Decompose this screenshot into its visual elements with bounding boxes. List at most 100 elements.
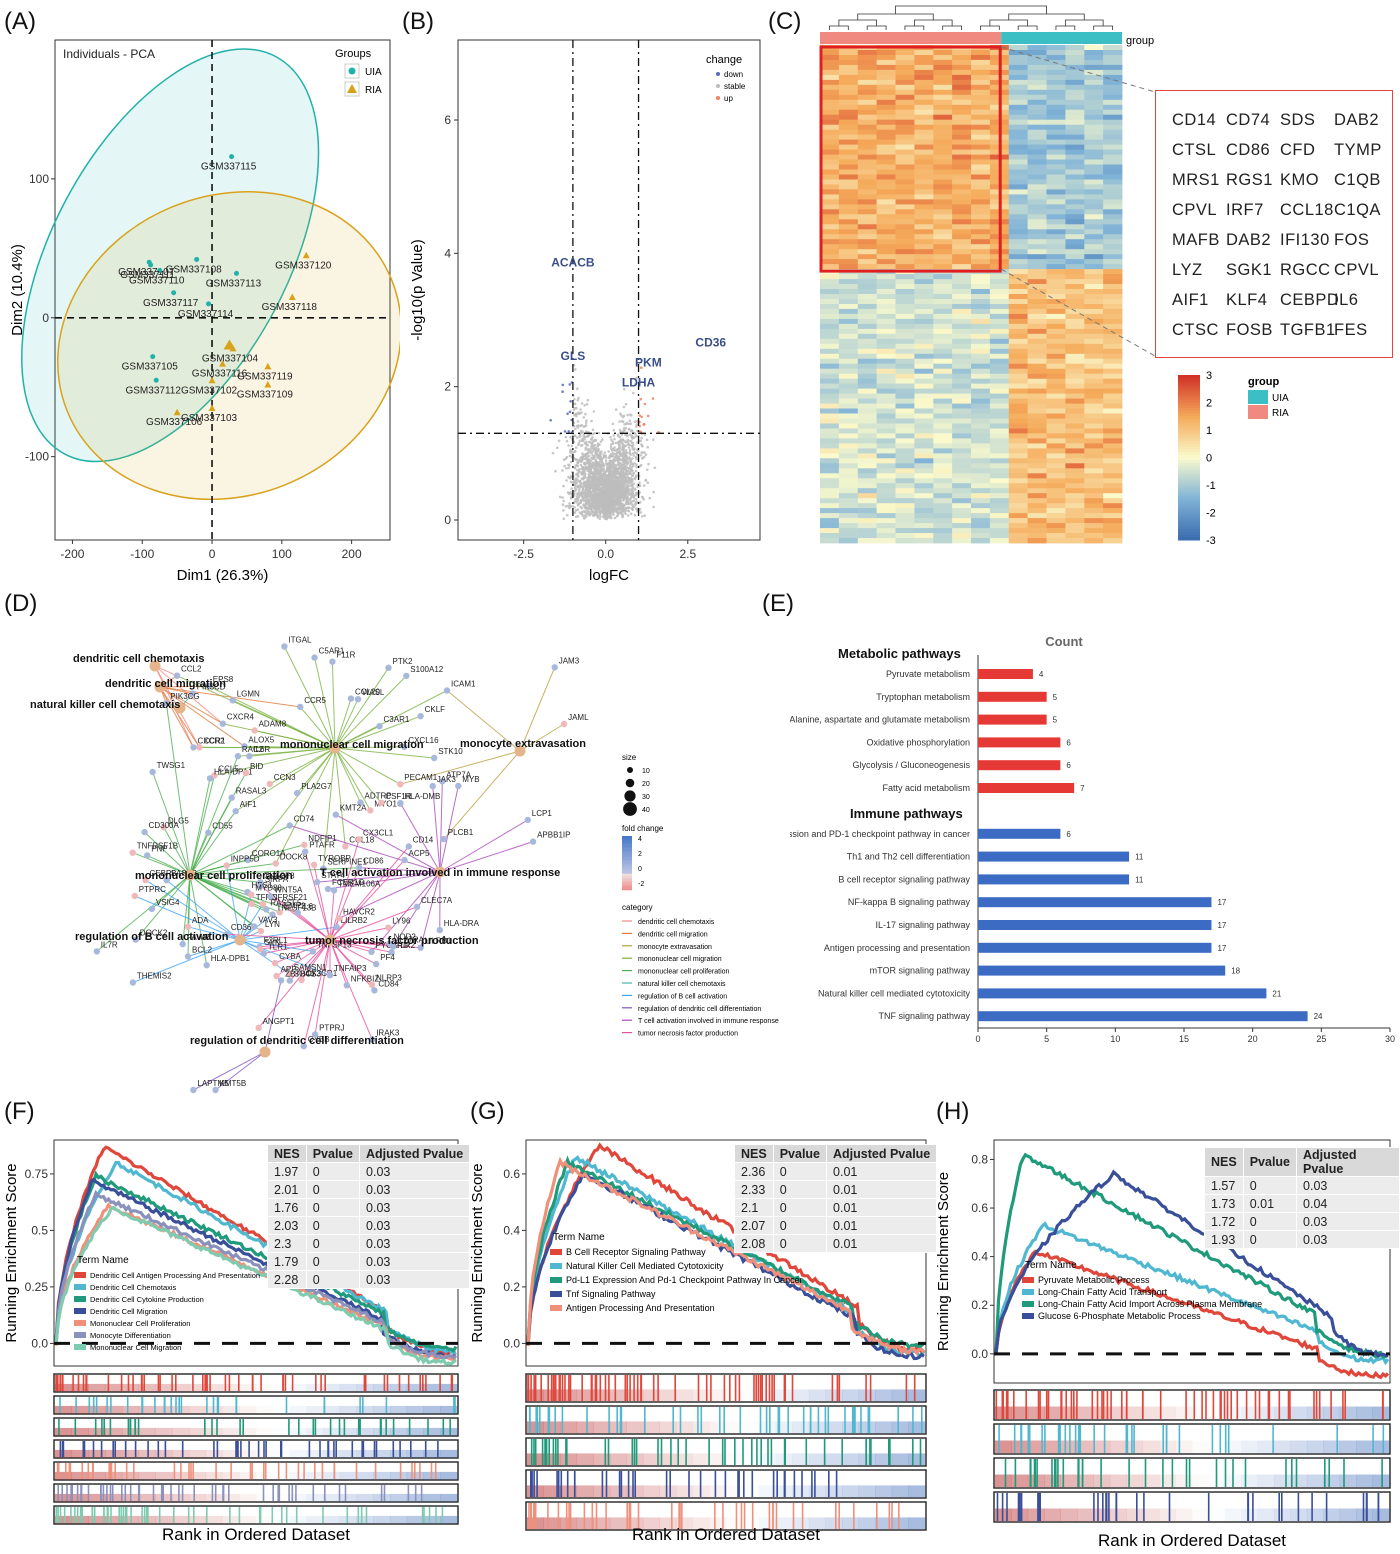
gene-node <box>311 654 318 661</box>
fc-legend-segment <box>622 863 632 865</box>
hub-node <box>324 934 336 946</box>
network-edge <box>239 926 337 941</box>
heatmap-cell <box>1008 523 1029 529</box>
gene-node-label: HAVCR2 <box>343 907 375 916</box>
heatmap-cell <box>1027 433 1047 439</box>
volcano-point <box>625 506 629 510</box>
heatmap-cell <box>1027 214 1047 220</box>
heatmap-cell <box>838 174 859 180</box>
heatmap-cell <box>895 194 915 200</box>
volcano-point <box>584 421 588 425</box>
volcano-point <box>549 419 552 422</box>
x-axis-label: logFC <box>589 567 629 584</box>
volcano-point <box>588 454 591 458</box>
network-edge <box>275 747 336 864</box>
volcano-point <box>574 464 578 467</box>
heatmap-cell <box>820 89 840 96</box>
heatmap-cell <box>1065 229 1085 235</box>
volcano-point <box>584 505 588 508</box>
volcano-point <box>633 513 637 517</box>
heatmap-cell <box>1027 383 1047 389</box>
volcano-point <box>591 432 595 436</box>
heatmap-cell <box>971 383 991 389</box>
heatmap-cell <box>838 284 859 290</box>
category-legend-label: regulation of dendritic cell differentia… <box>638 1006 761 1013</box>
heatmap-cell <box>1046 209 1066 215</box>
heatmap-cell <box>876 104 896 111</box>
heatmap-cell <box>1065 159 1085 165</box>
category-legend-label: monocyte extravasation <box>638 944 712 951</box>
heatmap-cell <box>952 174 972 180</box>
heatmap-cell <box>820 378 840 385</box>
heatmap-cell <box>952 69 972 76</box>
heatmap-cell <box>914 84 934 91</box>
heatmap-cell <box>895 528 915 534</box>
volcano-point <box>577 491 580 495</box>
volcano-point <box>628 448 632 452</box>
heatmap-cell <box>1027 463 1047 469</box>
heatmap-cell <box>989 443 1010 449</box>
heatmap-cell <box>838 498 859 504</box>
gene-node <box>267 893 274 900</box>
heatmap-cell <box>820 498 840 504</box>
heatmap-cell <box>1084 508 1104 514</box>
volcano-point <box>563 464 566 468</box>
connector-bottom <box>1000 268 1156 357</box>
heatmap-cell <box>914 473 934 479</box>
heatmap-cell <box>838 453 859 459</box>
heatmap-cell <box>1008 164 1029 170</box>
colorbar-segment <box>1178 479 1200 483</box>
heatmap-cell <box>1046 69 1066 76</box>
heatmap-cell <box>838 478 859 484</box>
heatmap-cell <box>914 528 934 534</box>
uia-ellipse <box>21 48 320 463</box>
heatmap-cell <box>857 259 878 265</box>
colorbar-segment <box>1178 496 1200 500</box>
heatmap-cell <box>838 403 859 409</box>
x-tick-label: 0 <box>975 1034 980 1044</box>
heatmap-cell <box>1008 478 1029 484</box>
heatmap-cell <box>914 204 934 210</box>
volcano-point <box>584 462 587 466</box>
heatmap-cell <box>1008 388 1029 394</box>
heatmap-cell <box>1046 294 1066 300</box>
volcano-point <box>626 483 629 487</box>
heatmap-cell <box>1065 299 1085 305</box>
heatmap-cell <box>838 513 859 519</box>
gene-row: CD14 CD74 SDS DAB2 <box>1156 105 1392 135</box>
fc-legend-segment <box>622 836 632 838</box>
colorbar-segment <box>1178 377 1200 381</box>
bar <box>978 783 1075 793</box>
heatmap-cell <box>933 373 953 380</box>
volcano-point <box>574 446 578 449</box>
heatmap-cell <box>820 294 840 300</box>
volcano-point <box>626 500 630 504</box>
heatmap-cell <box>1027 318 1047 325</box>
gene-name: C1QB <box>1334 170 1381 189</box>
gene-label: CD36 <box>695 336 726 350</box>
heatmap-cell <box>1008 169 1029 175</box>
heatmap-cell <box>1103 343 1123 350</box>
gene-node <box>259 900 267 908</box>
volcano-point <box>630 479 634 482</box>
heatmap-cell <box>1027 503 1047 509</box>
gene-node <box>144 852 151 859</box>
heatmap-cell <box>838 55 859 61</box>
heatmap-cell <box>820 259 840 265</box>
heatmap-cell <box>1046 214 1066 220</box>
heatmap-cell <box>838 538 859 544</box>
heatmap-cell <box>989 433 1010 439</box>
heatmap-cell <box>914 199 934 205</box>
heatmap-cell <box>952 114 972 121</box>
volcano-point <box>579 463 583 467</box>
pca-point <box>157 268 163 274</box>
heatmap-cell <box>876 473 896 479</box>
panel-label-a: (A) <box>4 8 36 35</box>
volcano-point <box>591 498 595 502</box>
heatmap-cell <box>1027 328 1047 335</box>
heatmap-cell <box>914 104 934 111</box>
gene-node-label: PIK3CD <box>197 683 226 692</box>
colorbar-segment <box>1178 531 1200 535</box>
group-legend-key <box>1248 405 1268 419</box>
heatmap-cell <box>895 393 915 399</box>
